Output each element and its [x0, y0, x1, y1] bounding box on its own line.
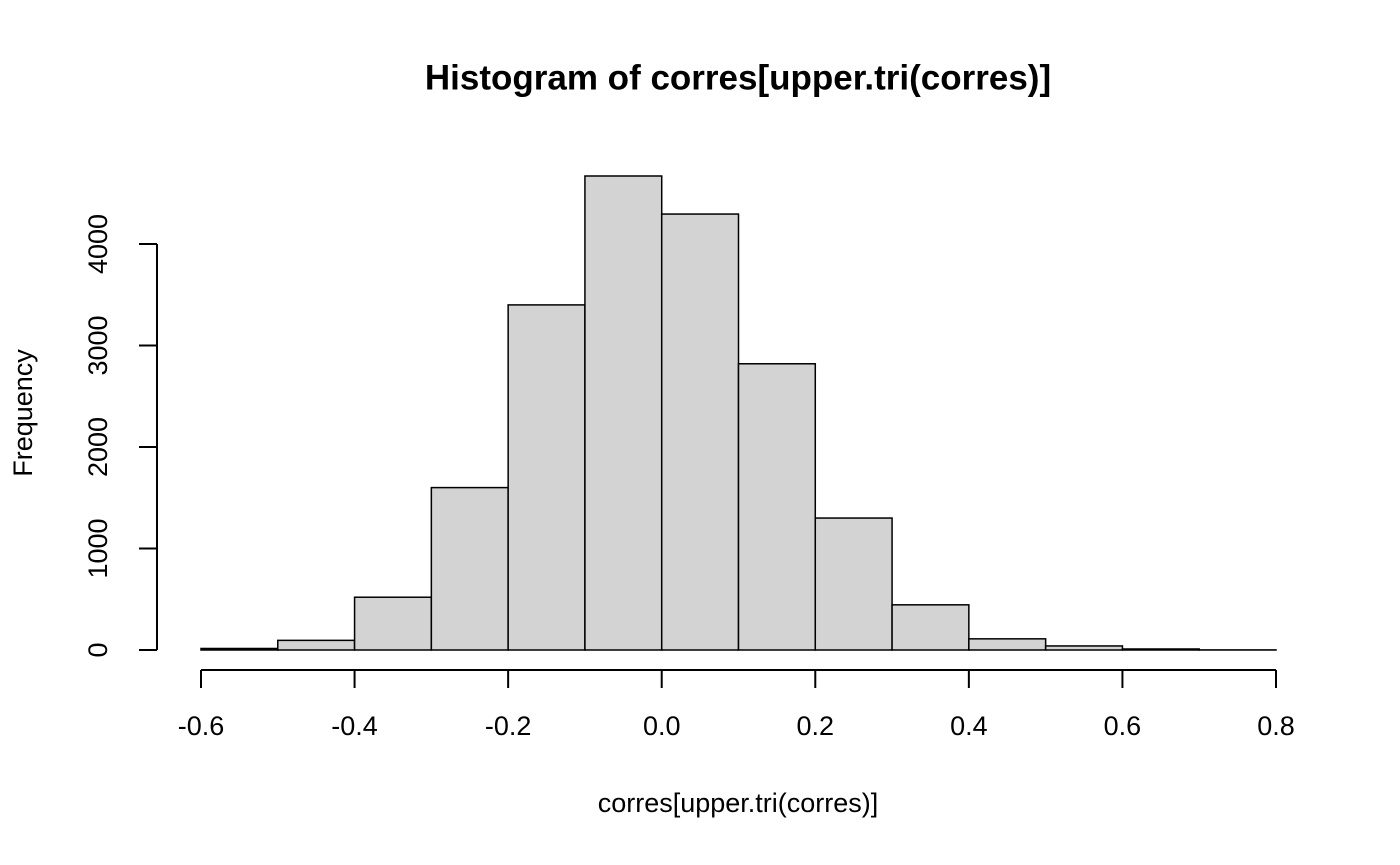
bar: [1121, 648, 1200, 651]
bar: [968, 638, 1047, 651]
bar: [277, 639, 356, 651]
y-tick-label: 0: [83, 642, 113, 657]
bar: [660, 213, 740, 651]
bar: [737, 363, 817, 651]
bar: [891, 604, 970, 651]
bar: [430, 486, 509, 651]
bar: [200, 647, 279, 651]
x-tick-label: 0.0: [643, 711, 681, 741]
x-tick-label: 0.4: [950, 711, 988, 741]
bar: [814, 517, 893, 651]
bar: [507, 304, 586, 651]
x-tick-label: -0.2: [485, 711, 532, 741]
y-tick-label: 2000: [83, 417, 113, 477]
y-tick-label: 1000: [83, 518, 113, 578]
bar: [584, 175, 663, 651]
x-tick-label: 0.8: [1257, 711, 1295, 741]
bar: [1044, 645, 1124, 651]
x-tick-label: 0.6: [1104, 711, 1142, 741]
chart-title: Histogram of corres[upper.tri(corres)]: [425, 58, 1051, 97]
y-axis-label: Frequency: [8, 349, 38, 477]
y-tick-label: 3000: [83, 315, 113, 375]
x-tick-label: -0.6: [178, 711, 225, 741]
x-axis-label: corres[upper.tri(corres)]: [598, 788, 879, 818]
x-tick-label: 0.2: [797, 711, 835, 741]
bar: [353, 596, 433, 651]
x-tick-label: -0.4: [331, 711, 378, 741]
y-tick-label: 4000: [83, 214, 113, 274]
